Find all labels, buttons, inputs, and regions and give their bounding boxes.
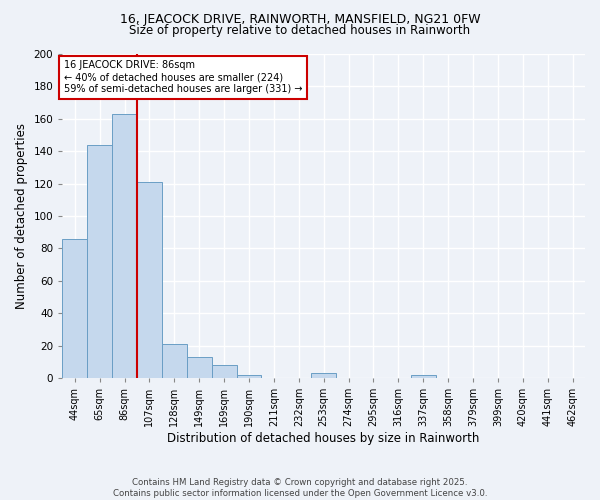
- X-axis label: Distribution of detached houses by size in Rainworth: Distribution of detached houses by size …: [167, 432, 480, 445]
- Bar: [62, 238, 87, 378]
- Text: Size of property relative to detached houses in Rainworth: Size of property relative to detached ho…: [130, 24, 470, 37]
- Text: Contains HM Land Registry data © Crown copyright and database right 2025.
Contai: Contains HM Land Registry data © Crown c…: [113, 478, 487, 498]
- Y-axis label: Number of detached properties: Number of detached properties: [15, 123, 28, 309]
- Text: 16, JEACOCK DRIVE, RAINWORTH, MANSFIELD, NG21 0FW: 16, JEACOCK DRIVE, RAINWORTH, MANSFIELD,…: [119, 12, 481, 26]
- Bar: [212, 365, 236, 378]
- Bar: [236, 375, 262, 378]
- Bar: [87, 144, 112, 378]
- Bar: [112, 114, 137, 378]
- Bar: [187, 357, 212, 378]
- Bar: [137, 182, 162, 378]
- Bar: [411, 375, 436, 378]
- Bar: [311, 373, 336, 378]
- Bar: [162, 344, 187, 378]
- Text: 16 JEACOCK DRIVE: 86sqm
← 40% of detached houses are smaller (224)
59% of semi-d: 16 JEACOCK DRIVE: 86sqm ← 40% of detache…: [64, 60, 302, 94]
